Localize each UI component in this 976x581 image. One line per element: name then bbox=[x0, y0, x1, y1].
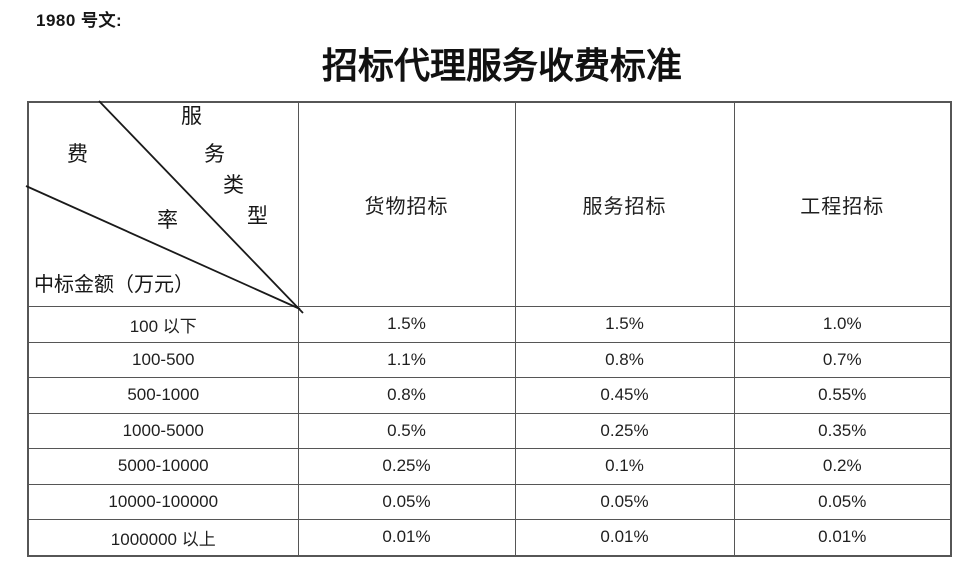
fee-standard-table: 服 务 类 型 费 率 中标金额（万元） 货物招标 服务招标 工程招标 100 … bbox=[25, 100, 952, 557]
goods-fee-cell: 1.1% bbox=[297, 341, 516, 378]
service-fee-cell: 0.05% bbox=[514, 483, 735, 520]
engineering-fee-cell: 0.2% bbox=[733, 448, 952, 485]
goods-fee-cell: 0.01% bbox=[297, 519, 516, 556]
service-fee-cell: 0.25% bbox=[514, 412, 735, 449]
page-title: 招标代理服务收费标准 bbox=[321, 46, 682, 86]
diag-char-type-2: 务 bbox=[204, 142, 225, 166]
table-row: 1000-5000 0.5% 0.25% 0.35% bbox=[27, 412, 952, 449]
engineering-fee-cell: 1.0% bbox=[733, 306, 952, 343]
table-row: 10000-100000 0.05% 0.05% 0.05% bbox=[27, 483, 952, 520]
amount-cell: 100-500 bbox=[27, 341, 299, 378]
amount-cell: 1000-5000 bbox=[27, 412, 299, 449]
col-header-engineering: 工程招标 bbox=[733, 101, 952, 307]
diag-char-fee-2: 率 bbox=[157, 208, 178, 232]
diag-char-type-4: 型 bbox=[247, 204, 268, 228]
goods-fee-cell: 1.5% bbox=[297, 306, 516, 343]
service-fee-cell: 0.8% bbox=[514, 341, 735, 378]
table-row: 100 以下 1.5% 1.5% 1.0% bbox=[27, 306, 952, 343]
engineering-fee-cell: 0.35% bbox=[733, 412, 952, 449]
service-fee-cell: 0.45% bbox=[514, 377, 735, 414]
diagonal-header-cell: 服 务 类 型 费 率 中标金额（万元） bbox=[25, 100, 304, 314]
diag-char-type-1: 服 bbox=[181, 104, 202, 128]
service-fee-cell: 1.5% bbox=[514, 306, 735, 343]
diag-char-fee-1: 费 bbox=[67, 142, 88, 166]
amount-cell: 1000000 以上 bbox=[27, 519, 299, 556]
service-fee-cell: 0.1% bbox=[514, 448, 735, 485]
diagonal-lines-graphic bbox=[25, 100, 304, 314]
table-row: 100-500 1.1% 0.8% 0.7% bbox=[27, 341, 952, 378]
amount-axis-label: 中标金额（万元） bbox=[34, 274, 194, 296]
header-row: 服 务 类 型 费 率 中标金额（万元） 货物招标 服务招标 工程招标 bbox=[25, 100, 952, 314]
service-fee-cell: 0.01% bbox=[514, 519, 735, 556]
amount-cell: 5000-10000 bbox=[27, 448, 299, 485]
goods-fee-cell: 0.5% bbox=[297, 412, 516, 449]
amount-cell: 10000-100000 bbox=[27, 483, 299, 520]
table-row: 5000-10000 0.25% 0.1% 0.2% bbox=[27, 448, 952, 485]
goods-fee-cell: 0.25% bbox=[297, 448, 516, 485]
amount-cell: 100 以下 bbox=[27, 306, 299, 343]
goods-fee-cell: 0.05% bbox=[297, 483, 516, 520]
engineering-fee-cell: 0.01% bbox=[733, 519, 952, 556]
goods-fee-cell: 0.8% bbox=[297, 377, 516, 414]
engineering-fee-cell: 0.55% bbox=[733, 377, 952, 414]
engineering-fee-cell: 0.7% bbox=[733, 341, 952, 378]
diag-char-type-3: 类 bbox=[223, 173, 244, 197]
col-header-service: 服务招标 bbox=[514, 101, 735, 307]
diagonal-line-lower bbox=[25, 185, 301, 310]
engineering-fee-cell: 0.05% bbox=[733, 483, 952, 520]
amount-cell: 500-1000 bbox=[27, 377, 299, 414]
diagonal-line-upper bbox=[98, 100, 304, 314]
doc-ref-label: 1980 号文: bbox=[36, 11, 123, 30]
table-row: 1000000 以上 0.01% 0.01% 0.01% bbox=[27, 519, 952, 556]
col-header-goods: 货物招标 bbox=[297, 101, 516, 307]
table-row: 500-1000 0.8% 0.45% 0.55% bbox=[27, 377, 952, 414]
